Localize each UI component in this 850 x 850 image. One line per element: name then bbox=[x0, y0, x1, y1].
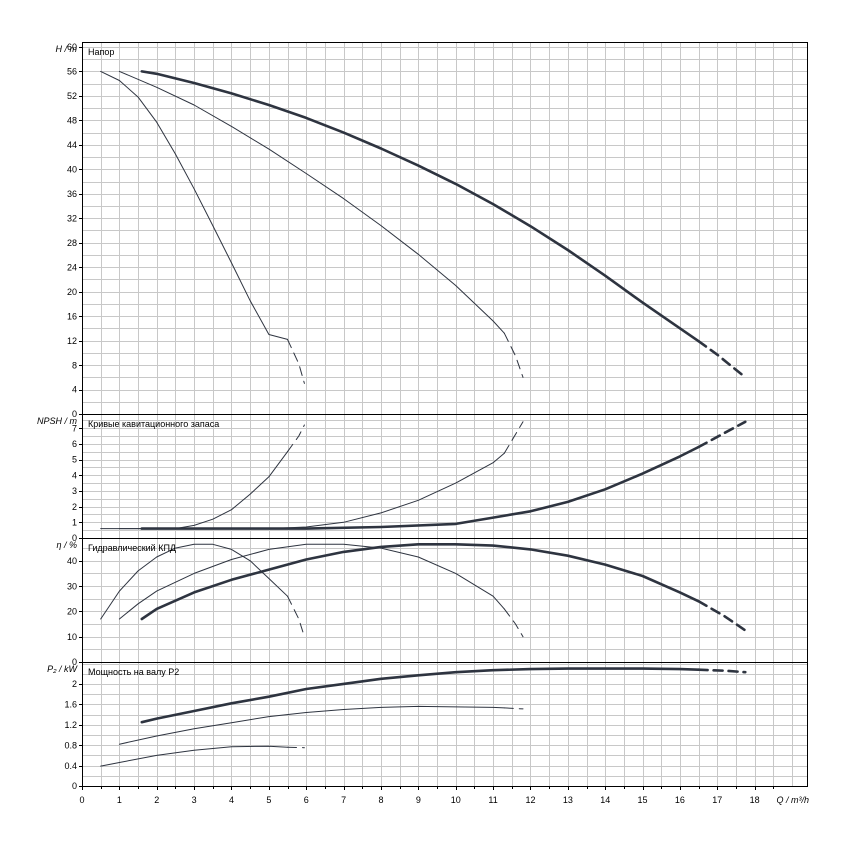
x-tick-label: 0 bbox=[79, 795, 84, 805]
panel-frame-head bbox=[82, 42, 808, 415]
y-tick-label: 0.4 bbox=[64, 761, 77, 771]
y-tick-label: 10 bbox=[67, 632, 77, 642]
head-curve-3-extrapolated bbox=[287, 338, 305, 384]
x-tick-label: 15 bbox=[638, 795, 648, 805]
x-tick-label: 13 bbox=[563, 795, 573, 805]
y-tick-label: 7 bbox=[72, 423, 77, 433]
y-axis-label-npsh: NPSH / m bbox=[37, 416, 78, 426]
x-tick-label: 8 bbox=[378, 795, 383, 805]
y-tick-label: 0.8 bbox=[64, 740, 77, 750]
y-tick-label: 12 bbox=[67, 336, 77, 346]
x-tick-label: 17 bbox=[712, 795, 722, 805]
y-tick-label: 36 bbox=[67, 189, 77, 199]
power-curve-2-extrapolated bbox=[503, 707, 524, 710]
x-tick-label: 10 bbox=[451, 795, 461, 805]
y-tick-label: 16 bbox=[67, 311, 77, 321]
npsh-curve-2-extrapolated bbox=[503, 421, 524, 454]
y-tick-label: 3 bbox=[72, 486, 77, 496]
panel-frame-npsh bbox=[82, 414, 808, 539]
x-tick-label: 14 bbox=[600, 795, 610, 805]
y-tick-label: 4 bbox=[72, 470, 77, 480]
npsh-curve-1 bbox=[140, 445, 700, 530]
x-tick-label: 3 bbox=[192, 795, 197, 805]
x-tick-label: 5 bbox=[266, 795, 271, 805]
power-curve-1 bbox=[140, 667, 700, 724]
eff-curve-1 bbox=[140, 543, 700, 621]
eff-curve-2 bbox=[118, 543, 505, 620]
y-axis-label-head: H / m bbox=[56, 44, 78, 54]
x-tick-label: 6 bbox=[304, 795, 309, 805]
npsh-curve-3-extrapolated bbox=[287, 424, 305, 453]
npsh-curve-2 bbox=[118, 452, 505, 530]
y-tick-label: 6 bbox=[72, 439, 77, 449]
y-tick-label: 1 bbox=[72, 518, 77, 528]
npsh-curve-3 bbox=[100, 451, 288, 530]
y-tick-label: 0 bbox=[72, 657, 77, 667]
panel-title-head: Напор bbox=[88, 47, 114, 57]
y-axis-label-power: P₂ / kW bbox=[47, 664, 78, 674]
y-tick-label: 56 bbox=[67, 67, 77, 77]
y-tick-label: 4 bbox=[72, 385, 77, 395]
y-tick-label: 0 bbox=[72, 533, 77, 543]
x-tick-label: 9 bbox=[416, 795, 421, 805]
x-tick-label: 7 bbox=[341, 795, 346, 805]
y-tick-label: 44 bbox=[67, 140, 77, 150]
y-tick-label: 5 bbox=[72, 455, 77, 465]
eff-curve-1-extrapolated bbox=[697, 600, 747, 632]
panel-frame-power bbox=[82, 662, 808, 787]
x-tick-label: 18 bbox=[750, 795, 760, 805]
head-curve-2-extrapolated bbox=[503, 332, 524, 378]
head-curve-2 bbox=[118, 70, 505, 334]
y-tick-label: 28 bbox=[67, 238, 77, 248]
y-tick-label: 2 bbox=[72, 502, 77, 512]
power-curve-3 bbox=[100, 745, 288, 767]
head-curve-3 bbox=[100, 70, 288, 340]
power-curve-2 bbox=[118, 705, 505, 745]
panel-title-npsh: Кривые кавитационного запаса bbox=[88, 419, 219, 429]
panel-title-power: Мощность на валу P2 bbox=[88, 667, 179, 677]
x-tick-label: 4 bbox=[229, 795, 234, 805]
y-tick-label: 1.2 bbox=[64, 720, 77, 730]
y-tick-label: 2 bbox=[72, 679, 77, 689]
head-curve-1-extrapolated bbox=[697, 339, 747, 379]
y-tick-label: 32 bbox=[67, 213, 77, 223]
y-tick-label: 8 bbox=[72, 360, 77, 370]
eff-curve-3-extrapolated bbox=[287, 595, 305, 638]
panel-frames bbox=[79, 42, 808, 790]
x-tick-label: 11 bbox=[488, 795, 497, 805]
curves bbox=[100, 70, 747, 767]
y-tick-label: 40 bbox=[67, 556, 77, 566]
y-tick-label: 52 bbox=[67, 91, 77, 101]
power-curve-1-extrapolated bbox=[697, 668, 747, 674]
y-tick-label: 1.6 bbox=[64, 700, 77, 710]
x-tick-label: 12 bbox=[525, 795, 535, 805]
y-tick-label: 60 bbox=[67, 42, 77, 52]
x-tick-label: 1 bbox=[117, 795, 122, 805]
eff-curve-2-extrapolated bbox=[503, 608, 524, 638]
y-tick-label: 20 bbox=[67, 287, 77, 297]
x-tick-label: 2 bbox=[154, 795, 159, 805]
x-tick-label: 16 bbox=[675, 795, 685, 805]
y-tick-label: 0 bbox=[72, 781, 77, 791]
head-curve-1 bbox=[140, 70, 700, 343]
y-tick-label: 48 bbox=[67, 116, 77, 126]
x-axis-label: Q / m³/h bbox=[776, 795, 809, 805]
y-tick-label: 30 bbox=[67, 581, 77, 591]
y-tick-label: 40 bbox=[67, 164, 77, 174]
eff-curve-3 bbox=[100, 543, 288, 620]
y-axis-label-eff: η / % bbox=[56, 540, 77, 550]
y-tick-label: 0 bbox=[72, 409, 77, 419]
y-tick-label: 24 bbox=[67, 262, 77, 272]
power-curve-3-extrapolated bbox=[287, 746, 305, 749]
y-tick-label: 20 bbox=[67, 607, 77, 617]
panel-title-eff: Гидравлический КПД bbox=[88, 543, 176, 553]
npsh-curve-1-extrapolated bbox=[697, 420, 747, 449]
